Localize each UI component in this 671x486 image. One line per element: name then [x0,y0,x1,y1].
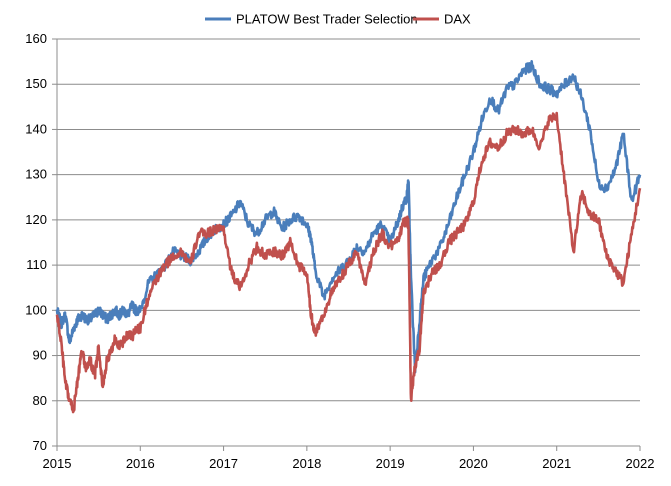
series-line-platow [55,60,642,374]
plot-area [57,39,640,446]
y-tick-label: 70 [33,438,47,453]
x-tick-label: 2017 [209,456,238,471]
y-tick-label: 150 [25,76,47,91]
y-tick-label: 100 [25,302,47,317]
x-tick-label: 2019 [376,456,405,471]
y-tick-label: 110 [26,257,47,272]
legend-label: PLATOW Best Trader Selection [236,12,418,27]
y-tick-label: 90 [33,348,47,363]
series-line-dax [55,111,642,414]
x-tick-label: 2022 [626,456,655,471]
x-tick-label: 2021 [542,456,571,471]
y-tick-label: 140 [25,121,47,136]
y-tick-label: 130 [25,167,47,182]
x-tick-label: 2018 [292,456,321,471]
y-tick-label: 80 [33,393,47,408]
x-tick-label: 2016 [126,456,155,471]
y-tick-label: 120 [25,212,47,227]
legend-label: DAX [444,12,471,27]
x-tick-label: 2015 [43,456,72,471]
x-tick-label: 2020 [459,456,488,471]
y-tick-label: 160 [25,31,47,46]
